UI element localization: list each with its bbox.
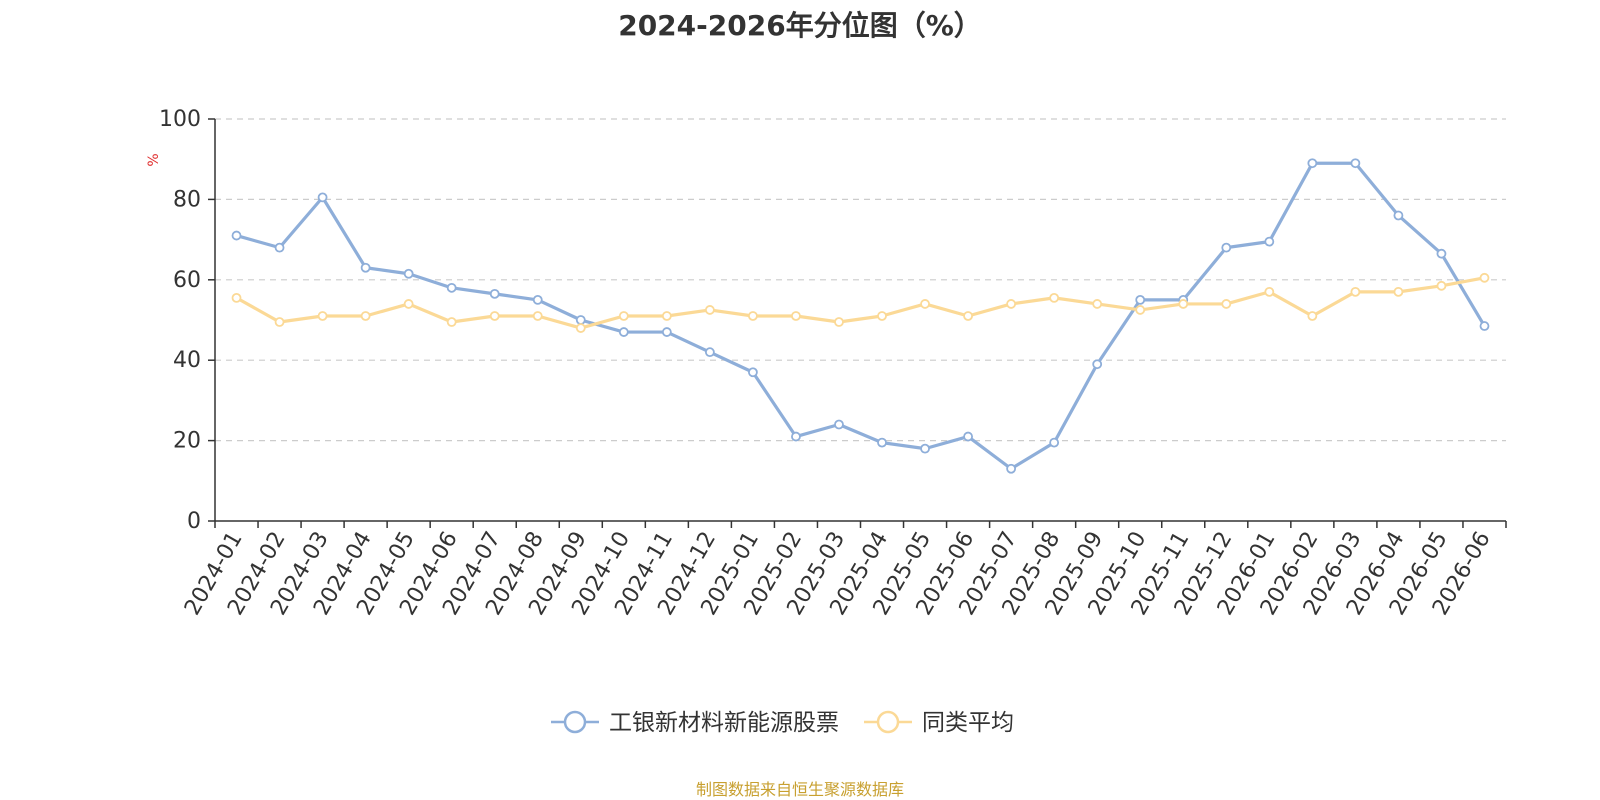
data-point (1436, 248, 1447, 259)
data-point (317, 311, 328, 321)
data-point (618, 311, 629, 321)
data-point (231, 230, 242, 241)
data-point (274, 317, 285, 327)
data-point (1092, 359, 1103, 370)
data-point (963, 431, 973, 442)
data-point (748, 367, 758, 378)
data-point (1393, 210, 1404, 221)
data-point (360, 262, 371, 273)
series-1 (231, 158, 1490, 474)
series-line (234, 276, 1487, 330)
y-tick-label: 60 (173, 268, 201, 293)
y-tick-label: 100 (159, 107, 201, 132)
data-point (575, 323, 586, 333)
data-point (834, 317, 844, 327)
data-point (1479, 321, 1490, 331)
data-point (231, 292, 242, 303)
chart-title: 2024-2026年分位图（%） (618, 9, 982, 42)
data-point (489, 311, 500, 321)
data-point (1135, 305, 1146, 315)
data-point (403, 268, 414, 279)
data-point (791, 431, 801, 442)
series-2 (231, 272, 1490, 333)
legend-label: 同类平均 (922, 710, 1014, 736)
data-point (704, 347, 715, 358)
data-point (1049, 292, 1060, 303)
data-point (532, 294, 543, 305)
data-point (317, 192, 328, 203)
data-point (360, 311, 371, 321)
data-point (1006, 463, 1017, 474)
data-point (274, 242, 285, 253)
legend-label: 工银新材料新能源股票 (609, 710, 839, 736)
data-point (618, 327, 629, 337)
data-point (1092, 299, 1103, 309)
data-point (920, 443, 930, 454)
y-tick-label: 80 (173, 187, 201, 212)
data-point (704, 305, 715, 315)
data-point (877, 437, 887, 448)
data-point (446, 282, 457, 293)
series-line (234, 161, 1487, 471)
data-point (446, 317, 457, 327)
data-point (661, 311, 672, 321)
data-point (661, 327, 672, 337)
legend-item-1[interactable]: 工银新材料新能源股票 (551, 710, 839, 736)
data-point (575, 315, 586, 325)
data-point (532, 311, 543, 321)
data-point (1264, 286, 1275, 297)
data-point (489, 288, 500, 299)
data-point (1135, 294, 1146, 305)
y-axis-unit-label: % (146, 153, 162, 166)
data-point (920, 299, 930, 309)
data-point (1479, 272, 1490, 283)
y-tick-label: 40 (173, 348, 201, 373)
data-point (748, 311, 758, 321)
data-point (791, 311, 801, 321)
data-point (1049, 437, 1060, 448)
data-point (1178, 299, 1189, 309)
y-tick-label: 0 (187, 509, 201, 534)
data-point (1221, 299, 1232, 309)
data-point (1436, 280, 1447, 291)
data-point (1006, 299, 1017, 309)
data-point (1350, 158, 1361, 169)
data-point (1221, 242, 1232, 253)
legend[interactable]: 工银新材料新能源股票 同类平均 (551, 710, 1014, 736)
source-note: 制图数据来自恒生聚源数据库 (695, 780, 904, 799)
series-lines (231, 158, 1490, 474)
data-point (877, 311, 887, 321)
data-point (1264, 236, 1275, 247)
data-point (834, 419, 844, 430)
y-tick-label: 20 (173, 429, 201, 454)
data-point (403, 299, 414, 309)
data-point (1393, 286, 1404, 297)
data-point (963, 311, 973, 321)
legend-marker-icon (563, 710, 587, 734)
data-point (1350, 286, 1361, 297)
axes: 0204060801002024-012024-022024-032024-04… (159, 107, 1507, 620)
legend-item-2[interactable]: 同类平均 (864, 710, 1014, 736)
legend-marker-icon (876, 710, 900, 734)
data-point (1307, 158, 1318, 169)
data-point (1307, 311, 1318, 321)
